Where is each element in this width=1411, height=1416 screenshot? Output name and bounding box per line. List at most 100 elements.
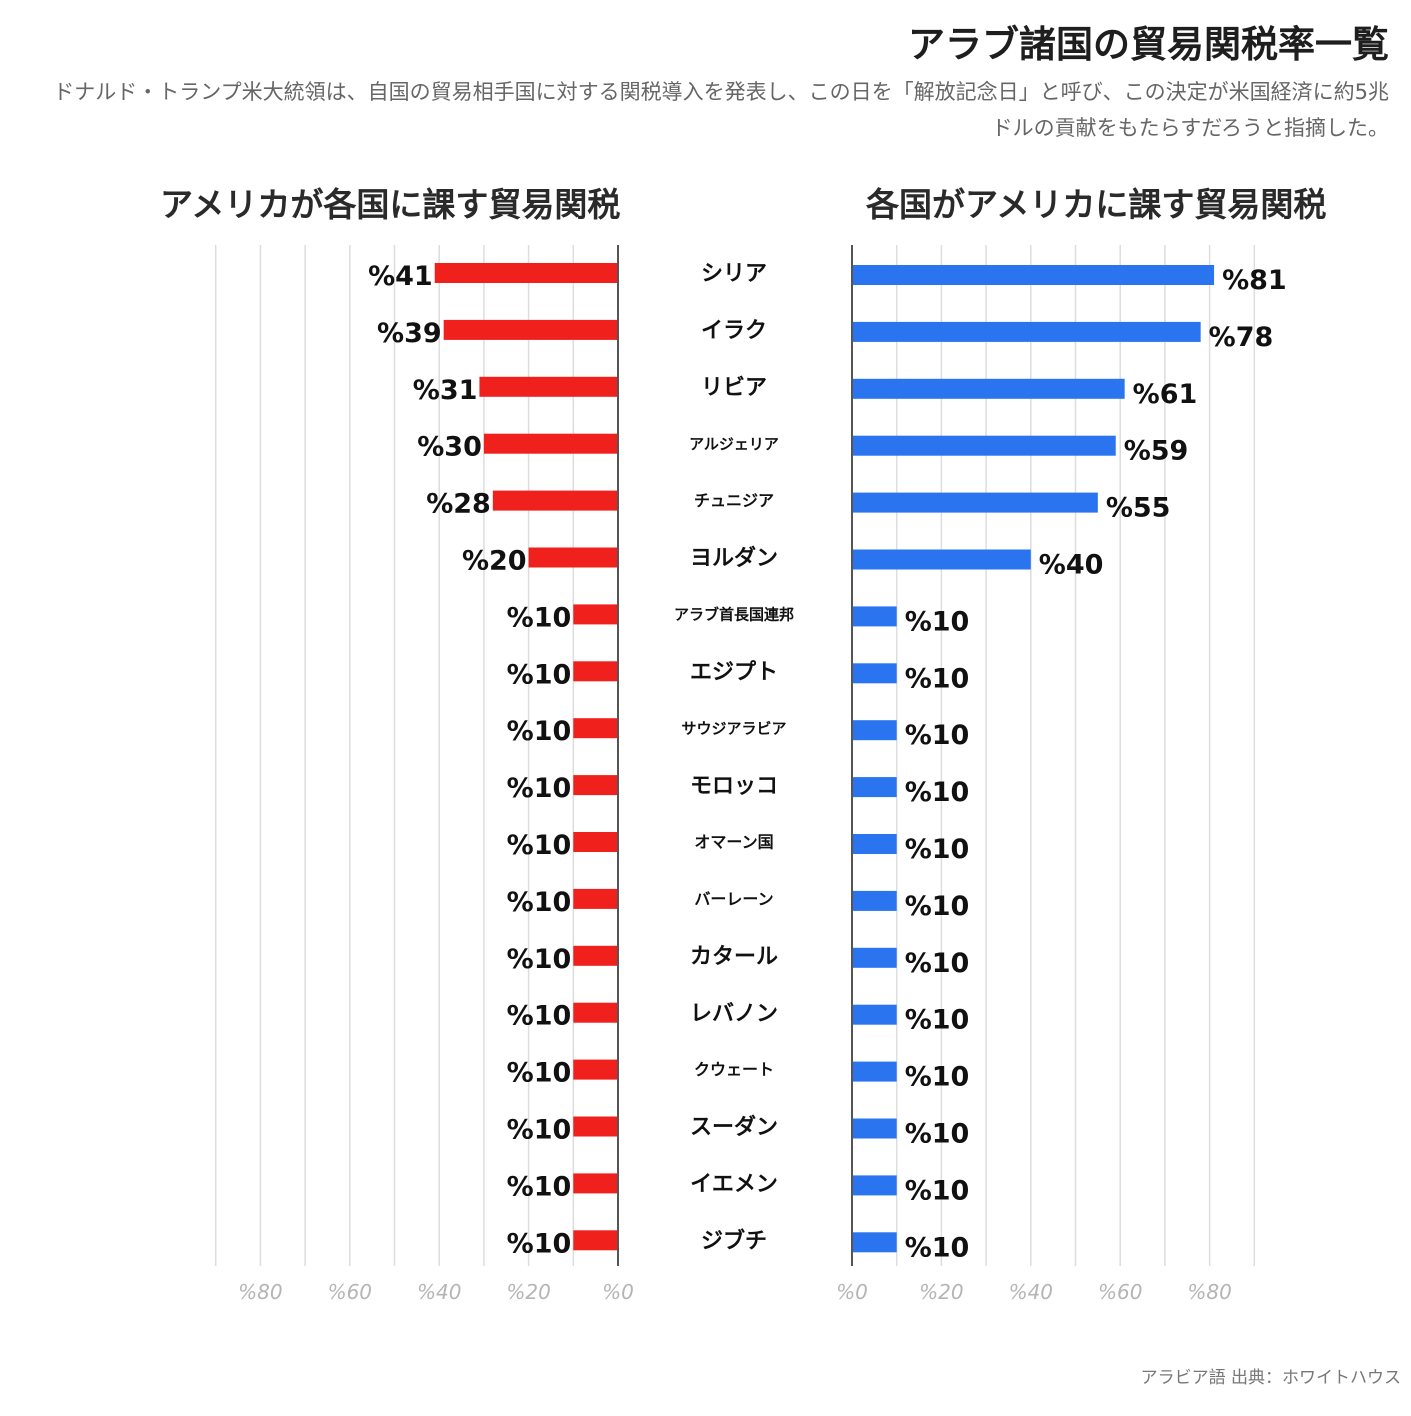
right-data-label: %10	[905, 663, 970, 694]
left-bar	[573, 888, 618, 909]
right-bar	[852, 890, 897, 911]
country-label: レバノン	[690, 1001, 778, 1026]
left-bar	[492, 490, 618, 511]
left-x-tick-label: %40	[417, 1280, 461, 1304]
left-data-label: %39	[377, 318, 442, 349]
right-x-tick-label: %20	[919, 1280, 963, 1304]
left-bar	[573, 775, 618, 796]
right-x-tick-label: %0	[836, 1280, 868, 1304]
right-bar	[852, 321, 1201, 342]
left-data-label: %10	[507, 944, 572, 975]
country-label: カタール	[690, 945, 778, 970]
right-data-label: %81	[1222, 265, 1287, 296]
left-data-label: %10	[507, 887, 572, 918]
right-bar	[852, 1232, 897, 1253]
country-label: オマーン国	[694, 833, 773, 852]
left-bar	[573, 945, 618, 966]
source-note: アラビア語 出典：ホワイトハウス	[1140, 1368, 1401, 1388]
right-data-label: %10	[905, 948, 970, 979]
country-label: リビア	[701, 376, 767, 401]
left-data-label: %10	[507, 1058, 572, 1089]
country-label: モロッコ	[690, 774, 778, 799]
right-bar	[852, 947, 897, 968]
country-label: スーダン	[690, 1114, 778, 1140]
left-data-label: %10	[507, 1115, 572, 1146]
right-x-tick-label: %80	[1187, 1280, 1231, 1304]
left-bar	[573, 1230, 618, 1251]
country-label: サウジアラビア	[681, 719, 786, 737]
right-bar	[852, 606, 897, 627]
left-x-tick-label: %60	[328, 1280, 372, 1304]
left-bar	[573, 1116, 618, 1137]
country-label: アラブ首長国連邦	[674, 606, 794, 624]
right-bar	[852, 1061, 897, 1082]
left-data-label: %10	[507, 602, 572, 633]
right-chart-title: 各国がアメリカに課す貿易関税	[866, 185, 1327, 224]
right-bar	[852, 492, 1098, 513]
right-x-tick-label: %60	[1098, 1280, 1142, 1304]
left-data-label: %10	[507, 830, 572, 861]
left-bar	[573, 661, 618, 682]
left-chart-title: アメリカが各国に課す貿易関税	[160, 185, 621, 224]
right-data-label: %10	[905, 1005, 970, 1036]
right-data-label: %59	[1124, 436, 1189, 467]
left-bar	[479, 376, 618, 397]
left-data-label: %10	[507, 1171, 572, 1202]
right-data-label: %10	[905, 606, 970, 637]
right-bar	[852, 378, 1125, 399]
left-bar	[573, 1173, 618, 1194]
country-label: バーレーン	[694, 890, 773, 909]
left-x-tick-label: %0	[602, 1280, 634, 1304]
right-data-label: %55	[1106, 493, 1171, 524]
right-data-label: %10	[905, 1232, 970, 1263]
page-title: アラブ諸国の貿易関税率一覧	[908, 23, 1389, 66]
left-bar	[434, 263, 618, 283]
right-bar	[852, 1118, 897, 1139]
country-label: ヨルダン	[690, 545, 778, 571]
right-bar	[852, 777, 897, 798]
country-label: クウェート	[694, 1060, 774, 1079]
left-x-tick-label: %20	[506, 1280, 550, 1304]
left-data-label: %10	[507, 1001, 572, 1032]
left-bar	[528, 547, 618, 568]
right-bar	[852, 834, 897, 854]
page-subtitle: ドナルド・トランプ米大統領は、自国の貿易相手国に対する関税導入を発表し、この日を…	[53, 80, 1389, 140]
left-data-label: %30	[417, 432, 482, 463]
right-data-label: %10	[905, 834, 970, 865]
left-data-label: %31	[413, 375, 478, 406]
left-bar	[573, 604, 618, 625]
left-data-label: %10	[507, 659, 572, 690]
country-label: アルジェリア	[689, 435, 779, 453]
left-bar	[573, 832, 618, 852]
country-label: ジブチ	[701, 1228, 767, 1254]
right-data-label: %10	[905, 777, 970, 808]
right-data-label: %10	[905, 1175, 970, 1206]
left-data-label: %20	[462, 546, 527, 577]
country-label: イラク	[701, 319, 767, 344]
country-label: シリア	[701, 262, 767, 287]
left-bar	[483, 433, 618, 454]
left-bar	[573, 718, 618, 739]
right-data-label: %10	[905, 1119, 970, 1150]
right-bar	[852, 720, 897, 741]
right-bar	[852, 435, 1116, 456]
left-data-label: %10	[507, 1228, 572, 1259]
right-bar	[852, 1175, 897, 1196]
left-data-label: %41	[368, 261, 433, 292]
left-bar	[443, 319, 618, 340]
right-bar	[852, 1004, 897, 1025]
left-data-label: %28	[426, 489, 491, 520]
right-data-label: %61	[1133, 379, 1198, 410]
right-bar	[852, 549, 1031, 570]
right-data-label: %78	[1209, 322, 1274, 353]
right-data-label: %10	[905, 1062, 970, 1093]
country-label: イエメン	[690, 1172, 778, 1197]
country-label: エジプト	[690, 660, 778, 685]
country-label: チュニジア	[694, 491, 774, 510]
left-bar	[573, 1059, 618, 1080]
left-data-label: %10	[507, 716, 572, 747]
left-bar	[573, 1002, 618, 1023]
left-data-label: %10	[507, 773, 572, 804]
right-bar	[852, 663, 897, 684]
